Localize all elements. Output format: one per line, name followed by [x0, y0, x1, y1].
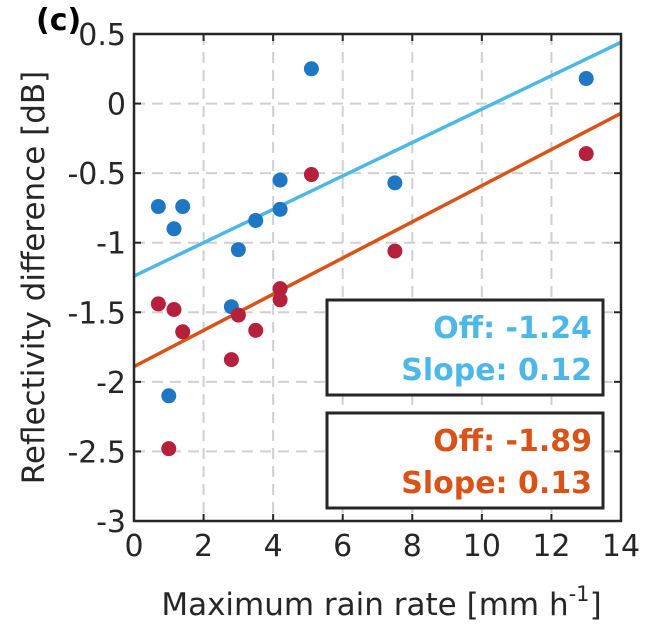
y-tick-label: -1.5 — [67, 296, 126, 331]
data-point-series-2 — [272, 281, 288, 297]
data-point-series-1 — [175, 199, 191, 215]
data-point-series-1 — [230, 242, 246, 258]
fit-slope-label: Slope: 0.12 — [401, 353, 592, 388]
x-tick-label: 4 — [264, 529, 283, 564]
fit-annotation-box-1 — [325, 298, 605, 397]
y-tick-label: -0.5 — [67, 157, 126, 192]
fit-offset-label: Off: -1.89 — [433, 424, 592, 459]
y-tick-label: -1 — [96, 227, 126, 262]
x-tick-label: 0 — [124, 529, 143, 564]
data-point-series-2 — [175, 324, 191, 340]
data-point-series-1 — [161, 388, 177, 404]
data-point-series-1 — [272, 172, 288, 188]
data-point-series-2 — [230, 307, 246, 323]
data-point-series-2 — [161, 441, 177, 457]
data-point-series-1 — [166, 221, 182, 237]
fit-slope-label: Slope: 0.13 — [401, 466, 592, 501]
data-point-series-2 — [387, 243, 403, 259]
y-tick-label: -3 — [96, 505, 126, 540]
panel-label: (c) — [36, 3, 81, 38]
data-point-series-1 — [150, 199, 166, 215]
x-tick-label: 14 — [602, 529, 640, 564]
fit-line-1 — [134, 40, 621, 278]
data-point-series-1 — [303, 61, 319, 77]
data-point-series-1 — [272, 201, 288, 217]
x-tick-label: 8 — [403, 529, 422, 564]
fit-offset-label: Off: -1.24 — [433, 311, 592, 346]
y-tick-label: -2 — [96, 366, 126, 401]
x-tick-label: 6 — [333, 529, 352, 564]
y-tick-label: 0 — [107, 88, 126, 123]
plot-frame — [132, 32, 623, 523]
fit-annotation-box-2 — [325, 411, 605, 510]
data-point-series-2 — [303, 167, 319, 183]
data-point-series-2 — [272, 292, 288, 308]
data-point-series-2 — [248, 322, 264, 338]
x-tick-label: 2 — [194, 529, 213, 564]
y-axis-label: Reflectivity difference [dB] — [16, 71, 52, 485]
y-tick-label: 0.5 — [78, 18, 126, 53]
data-point-series-2 — [578, 146, 594, 162]
x-tick-label: 12 — [532, 529, 570, 564]
data-point-series-2 — [150, 296, 166, 312]
data-point-series-1 — [387, 175, 403, 191]
data-point-series-2 — [166, 302, 182, 318]
fit-line-2 — [134, 111, 621, 369]
data-point-series-1 — [578, 71, 594, 87]
x-axis-label: Maximum rain rate [mm h-1] — [161, 582, 601, 623]
data-point-series-2 — [223, 352, 239, 368]
data-point-series-1 — [248, 212, 264, 228]
y-tick-label: -2.5 — [67, 435, 126, 470]
x-tick-label: 10 — [463, 529, 501, 564]
